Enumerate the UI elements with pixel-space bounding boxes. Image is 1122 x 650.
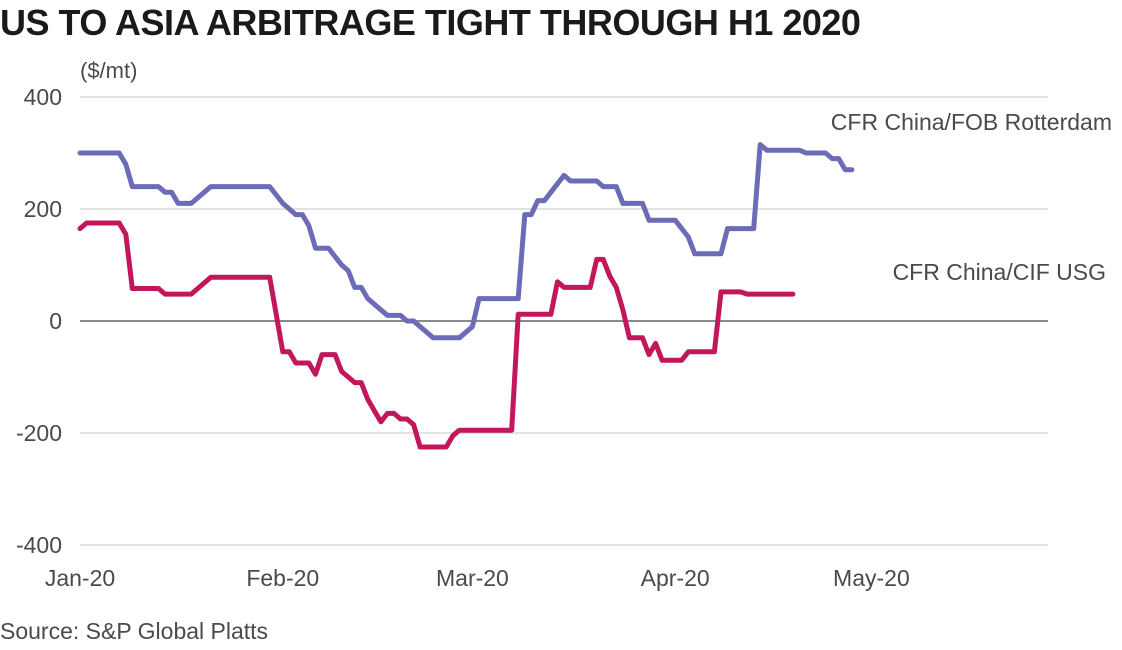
x-axis-ticks: Jan-20 Feb-20 Mar-20 Apr-20 May-20 xyxy=(45,565,910,591)
y-tick-label: 0 xyxy=(49,308,62,334)
x-tick-label: Apr-20 xyxy=(641,565,710,591)
series-labels: CFR China/FOB Rotterdam CFR China/CIF USG xyxy=(831,109,1112,285)
x-tick-label: May-20 xyxy=(833,565,910,591)
x-tick-label: Mar-20 xyxy=(436,565,509,591)
y-axis-ticks: 400 200 0 -200 -400 xyxy=(16,84,62,558)
gridlines xyxy=(80,96,1048,546)
y-tick-label: -400 xyxy=(16,532,62,558)
series-label: CFR China/FOB Rotterdam xyxy=(831,109,1112,135)
source-note: Source: S&P Global Platts xyxy=(0,618,269,644)
series-label: CFR China/CIF USG xyxy=(893,259,1106,285)
y-tick-label: 400 xyxy=(24,84,62,110)
y-tick-label: 200 xyxy=(24,196,62,222)
x-tick-label: Jan-20 xyxy=(45,565,115,591)
x-tick-label: Feb-20 xyxy=(246,565,319,591)
series-line xyxy=(77,220,796,450)
series-line xyxy=(77,142,855,341)
y-tick-label: -200 xyxy=(16,420,62,446)
series-lines xyxy=(77,142,855,450)
y-axis-unit-label: ($/mt) xyxy=(80,58,138,83)
chart-title: US TO ASIA ARBITRAGE TIGHT THROUGH H1 20… xyxy=(0,2,861,43)
